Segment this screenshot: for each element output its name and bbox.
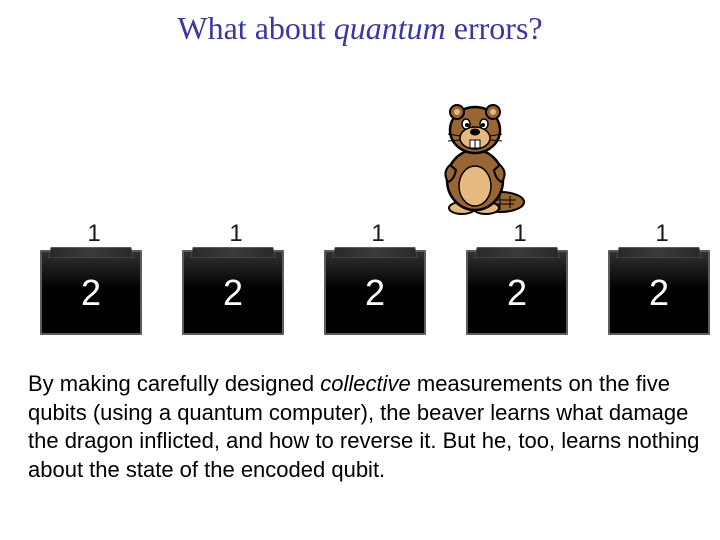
slide-title: What about quantum errors? bbox=[0, 10, 720, 47]
title-pre: What about bbox=[177, 10, 333, 46]
black-box: 2 bbox=[182, 250, 284, 335]
qubit-box: 1 2 bbox=[40, 220, 142, 335]
box-number: 2 bbox=[81, 272, 101, 314]
qubit-box: 1 2 bbox=[466, 220, 568, 335]
box-number: 2 bbox=[649, 272, 669, 314]
body-paragraph: By making carefully designed collective … bbox=[28, 370, 710, 484]
title-post: errors? bbox=[446, 10, 543, 46]
qubit-box: 1 2 bbox=[324, 220, 426, 335]
box-number: 2 bbox=[223, 272, 243, 314]
box-top-label: 1 bbox=[655, 220, 668, 248]
black-box: 2 bbox=[466, 250, 568, 335]
para-a: By making carefully designed bbox=[28, 371, 320, 396]
qubit-box: 1 2 bbox=[608, 220, 710, 335]
box-number: 2 bbox=[507, 272, 527, 314]
beaver-illustration bbox=[430, 100, 530, 215]
box-top-label: 1 bbox=[371, 220, 384, 248]
para-italic: collective bbox=[320, 371, 410, 396]
black-box: 2 bbox=[608, 250, 710, 335]
black-box: 2 bbox=[40, 250, 142, 335]
box-number: 2 bbox=[365, 272, 385, 314]
black-box: 2 bbox=[324, 250, 426, 335]
box-top-label: 1 bbox=[87, 220, 100, 248]
box-top-label: 1 bbox=[513, 220, 526, 248]
box-top-label: 1 bbox=[229, 220, 242, 248]
qubit-box: 1 2 bbox=[182, 220, 284, 335]
qubit-boxes-row: 1 2 1 2 1 2 1 2 1 2 bbox=[40, 220, 710, 335]
title-italic: quantum bbox=[334, 10, 446, 46]
